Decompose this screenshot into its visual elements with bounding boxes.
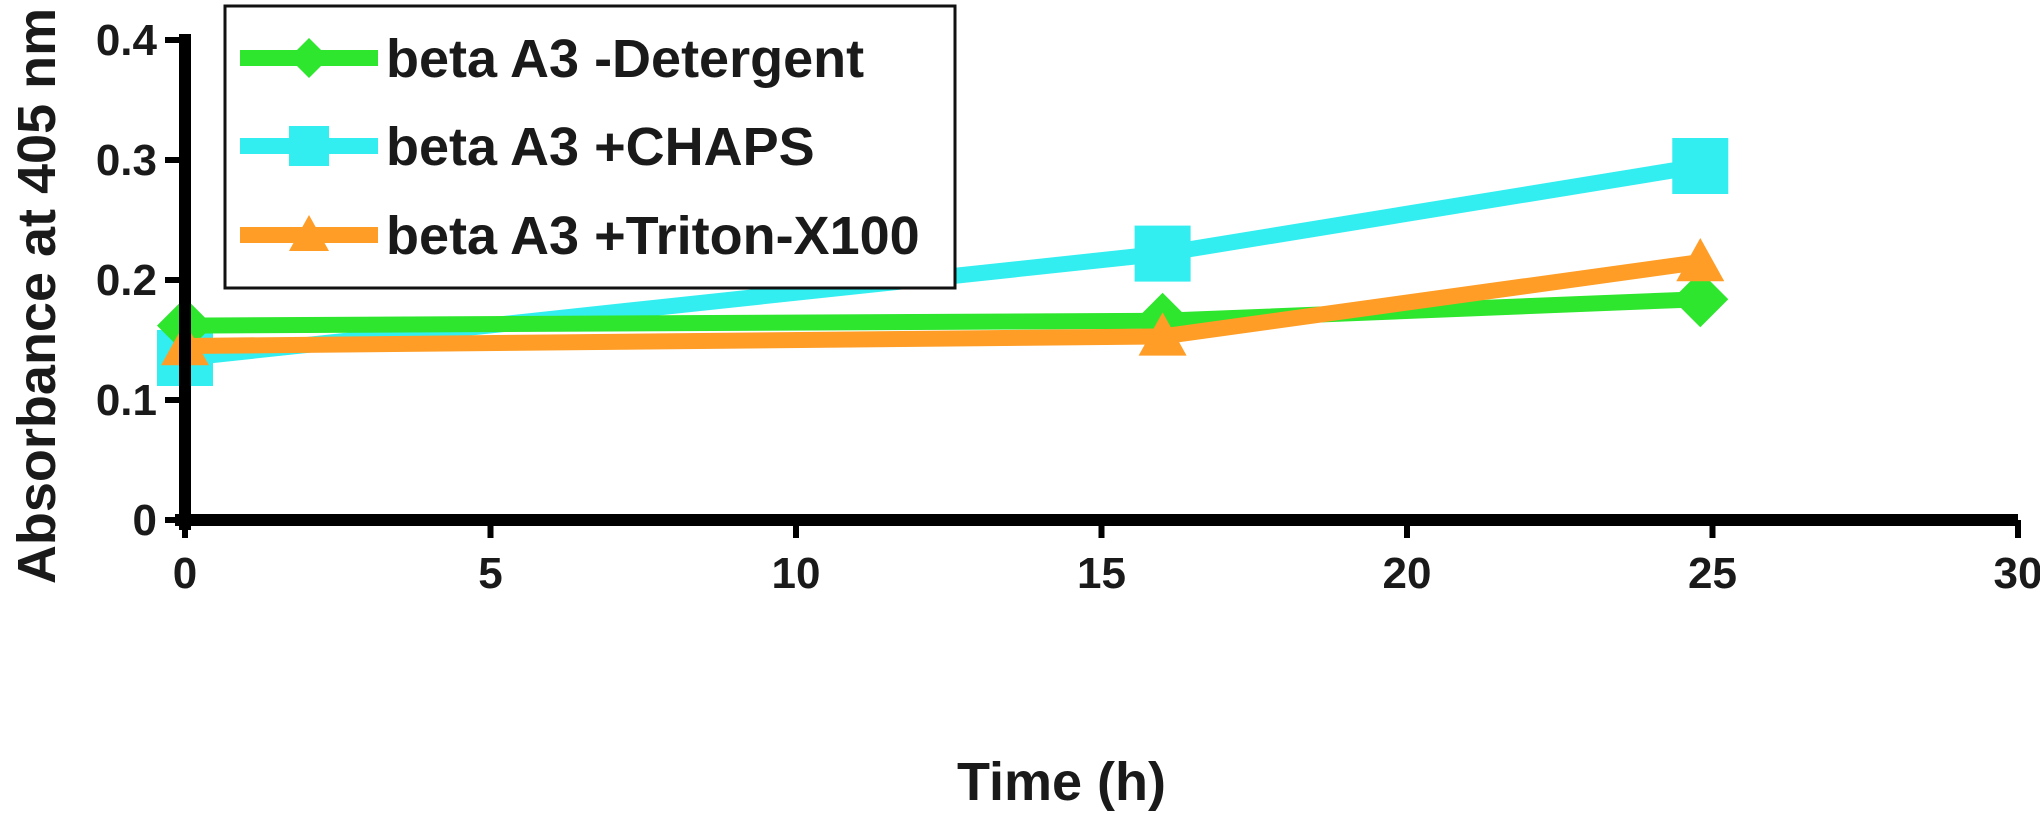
- y-tick-label: 0.4: [96, 16, 158, 65]
- legend-marker: [289, 126, 329, 166]
- data-point: [1138, 312, 1187, 356]
- y-tick-label: 0.2: [96, 256, 157, 305]
- series-line: [177, 291, 1709, 334]
- data-point: [1134, 225, 1191, 282]
- x-tick-label: 10: [772, 549, 821, 598]
- legend-label: beta A3 -Detergent: [386, 29, 864, 89]
- axes: [165, 34, 2021, 538]
- legend-label: beta A3 +Triton-X100: [386, 206, 920, 266]
- legend: beta A3 -Detergent beta A3 +CHAPS beta A3 …: [223, 4, 957, 290]
- x-axis-title: Time (h): [957, 752, 1166, 812]
- x-tick-label: 0: [173, 549, 197, 598]
- data-point: [1672, 271, 1729, 328]
- x-tick-label: 20: [1383, 549, 1432, 598]
- data-point: [1676, 238, 1725, 282]
- x-tick-label: 25: [1688, 549, 1737, 598]
- x-tick-label: 5: [478, 549, 502, 598]
- legend-marker: [289, 38, 329, 78]
- y-tick-label: 0.1: [96, 376, 157, 425]
- x-tick-label: 15: [1077, 549, 1126, 598]
- y-tick-label: 0.3: [96, 136, 157, 185]
- legend-marker: [289, 215, 329, 251]
- y-tick-label: 0: [133, 496, 157, 545]
- series-triangle: [161, 238, 1725, 366]
- legend-label: beta A3 +CHAPS: [386, 117, 815, 177]
- y-axis-title: Absorbance at 405 nm: [7, 8, 67, 584]
- data-point: [1672, 138, 1729, 194]
- tick-labels: 0 0.1 0.2 0.3 0.4 0 5 10 15 20 25 30: [96, 16, 2040, 598]
- x-tick-label: 30: [1994, 549, 2040, 598]
